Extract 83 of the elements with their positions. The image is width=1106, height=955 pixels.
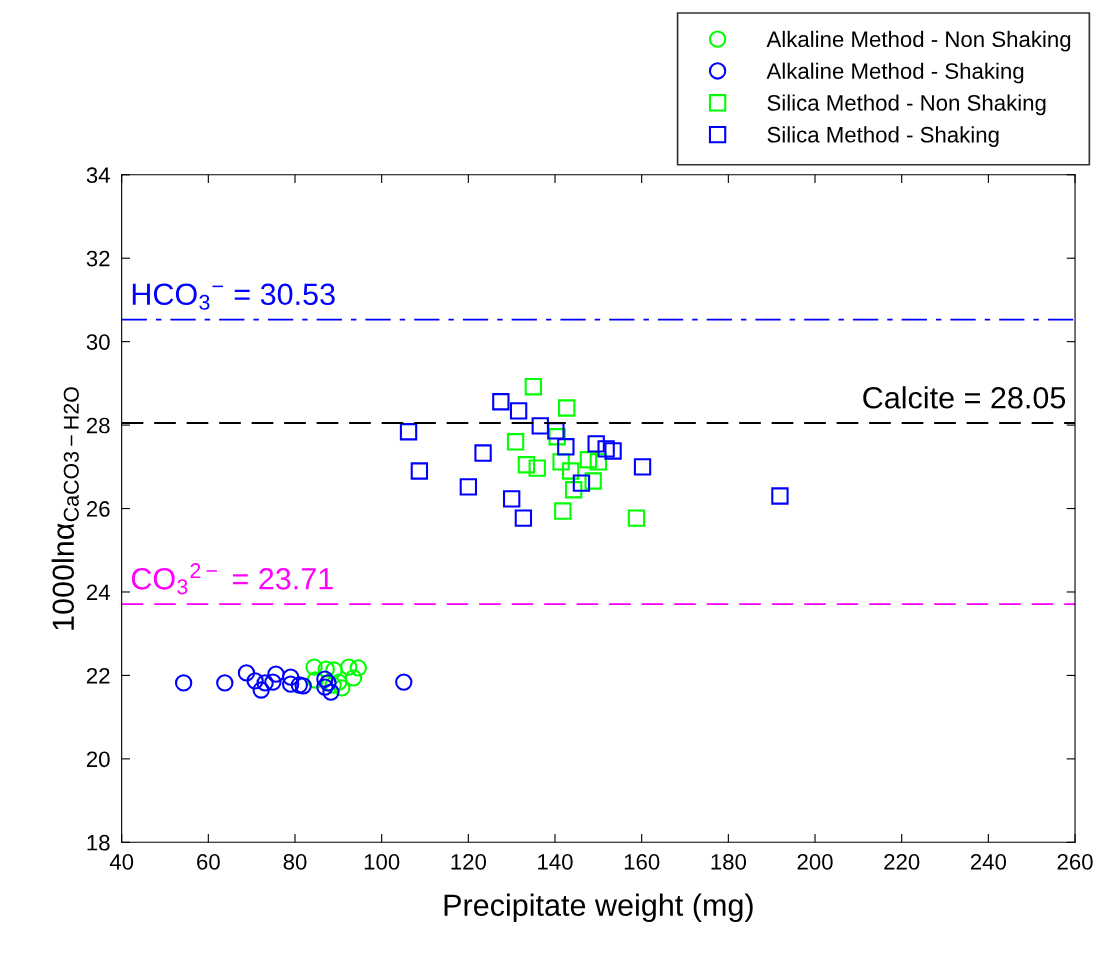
point [316, 670, 334, 688]
y-tick-label: 22 [86, 667, 110, 684]
point [264, 673, 282, 691]
ref-line-label: Calcite = 28.05 [863, 386, 1066, 409]
x-tick-label: 200 [797, 854, 833, 870]
point [572, 474, 591, 492]
x-tick-label: 220 [884, 854, 920, 870]
x-axis-title: Precipitate weight (mg) [444, 893, 753, 923]
point [317, 660, 335, 678]
point [524, 378, 543, 396]
point [506, 433, 525, 451]
legend-label: Silica Method - Non Shaking [767, 94, 1046, 116]
y-tick-label: 24 [86, 584, 110, 601]
x-tick-label: 40 [109, 854, 134, 870]
point [267, 665, 285, 683]
point [584, 472, 602, 490]
x-tick-label: 100 [364, 854, 400, 870]
point [509, 402, 528, 420]
point [256, 674, 274, 692]
point [517, 456, 536, 474]
x-tick-label: 160 [624, 854, 660, 870]
y-tick-label: 26 [86, 501, 110, 517]
point [246, 672, 264, 690]
legend-label: Silica Method - Shaking [767, 126, 999, 147]
point [281, 675, 300, 693]
point [340, 658, 358, 676]
point [557, 438, 575, 456]
y-tick-label: 18 [87, 834, 110, 851]
point [349, 659, 367, 677]
point [503, 490, 521, 508]
ref-line-label: HCO$_{3}$$^{−}$ = 30.53 [132, 283, 335, 310]
point [564, 481, 583, 499]
point [597, 440, 615, 458]
x-tick-label: 120 [451, 854, 487, 870]
x-tick-label: 180 [711, 854, 747, 870]
y-axis-title: 1000lnα$_{CaCO3−H2O}$ [51, 387, 79, 630]
y-tick-label: 20 [86, 751, 110, 768]
point [589, 453, 608, 471]
point [399, 423, 418, 441]
point [316, 678, 334, 696]
x-tick-label: 60 [197, 854, 220, 870]
point [333, 679, 351, 697]
legend-label: Alkaline Method - Shaking [766, 62, 1024, 84]
point [322, 683, 340, 701]
ref-line-label: CO$_{3}$$^{2−}$ = 23.71 [131, 563, 333, 595]
point [531, 417, 549, 435]
point [633, 458, 652, 476]
point [281, 668, 300, 686]
point [579, 451, 598, 469]
point [237, 664, 256, 682]
point [548, 428, 566, 446]
x-tick-label: 80 [283, 854, 307, 870]
point [561, 462, 580, 480]
y-tick-label: 34 [86, 167, 110, 184]
point [252, 681, 270, 699]
point [319, 674, 337, 692]
point [410, 462, 429, 480]
point [552, 453, 570, 471]
point [459, 478, 478, 496]
point [294, 677, 312, 695]
x-tick-label: 260 [1057, 854, 1093, 870]
point [528, 459, 546, 477]
y-tick-label: 32 [86, 250, 110, 267]
point [216, 674, 234, 692]
point [290, 676, 309, 694]
point [771, 487, 789, 505]
point [305, 658, 323, 676]
point [344, 669, 363, 687]
point [492, 393, 510, 411]
point [395, 673, 413, 691]
point [514, 509, 533, 527]
y-tick-label: 30 [86, 334, 110, 350]
legend-label: Alkaline Method - Non Shaking [766, 30, 1071, 52]
y-tick-label: 28 [86, 417, 110, 434]
point [604, 442, 622, 460]
point [174, 674, 193, 692]
point [554, 502, 572, 520]
x-tick-label: 140 [538, 854, 573, 870]
point [587, 435, 605, 453]
x-tick-label: 240 [970, 854, 1007, 870]
point [627, 509, 646, 527]
point [474, 444, 492, 462]
point [558, 399, 576, 417]
